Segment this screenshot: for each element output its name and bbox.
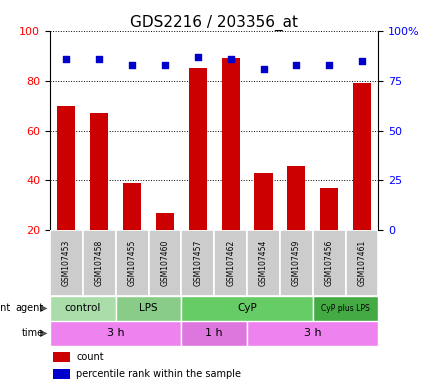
Bar [312,296,378,321]
Bar [82,230,115,296]
Text: agent: agent [0,303,10,313]
Text: GSM107455: GSM107455 [127,240,136,286]
Text: agent: agent [15,303,43,313]
Text: GSM107454: GSM107454 [258,240,267,286]
Point [358,58,365,64]
Bar [115,230,148,296]
Bar [345,230,378,296]
Bar [148,230,181,296]
Text: time: time [21,328,43,338]
Bar [90,113,108,280]
Bar [181,321,247,346]
Text: percentile rank within the sample: percentile rank within the sample [76,369,241,379]
Bar [57,106,76,280]
Bar [214,230,247,296]
Bar [50,296,115,321]
Text: 3 h: 3 h [303,328,321,338]
Point [325,61,332,68]
Bar [53,353,69,362]
Text: ▶: ▶ [40,328,48,338]
Bar [312,230,345,296]
Bar [247,230,279,296]
Bar [188,68,207,280]
Text: GSM107458: GSM107458 [95,240,104,286]
Bar [115,296,181,321]
Point [260,66,266,72]
Title: GDS2216 / 203356_at: GDS2216 / 203356_at [130,15,298,31]
Bar [279,230,312,296]
Bar [352,83,370,280]
Bar [50,230,82,296]
Bar [181,296,312,321]
Point [161,61,168,68]
Point [128,61,135,68]
Text: LPS: LPS [139,303,158,313]
Point [292,61,299,68]
Bar [181,230,214,296]
Bar [221,58,239,280]
Point [227,56,233,62]
Bar [254,173,272,280]
Bar [123,183,141,280]
Bar [319,188,338,280]
Text: GSM107462: GSM107462 [226,240,235,286]
Point [63,56,70,62]
Text: CyP plus LPS: CyP plus LPS [320,304,369,313]
Bar [155,213,174,280]
Point [95,56,102,62]
Text: ▶: ▶ [40,303,48,313]
Bar [53,369,69,379]
Text: count: count [76,352,104,362]
Text: GSM107461: GSM107461 [357,240,366,286]
Text: 1 h: 1 h [205,328,223,338]
Bar [50,321,181,346]
Bar [286,166,305,280]
Text: GSM107456: GSM107456 [324,240,333,286]
Text: control: control [65,303,101,313]
Text: GSM107459: GSM107459 [291,240,300,286]
Point [194,54,201,60]
Text: 3 h: 3 h [107,328,124,338]
Bar [247,321,378,346]
Text: GSM107453: GSM107453 [62,240,71,286]
Text: CyP: CyP [237,303,256,313]
Text: GSM107457: GSM107457 [193,240,202,286]
Text: GSM107460: GSM107460 [160,240,169,286]
